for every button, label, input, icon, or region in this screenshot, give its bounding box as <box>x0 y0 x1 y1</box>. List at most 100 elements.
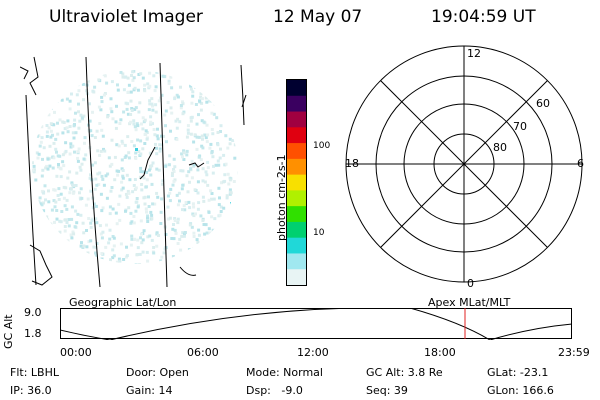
emission-pixel <box>78 74 82 78</box>
emission-pixel <box>171 70 175 71</box>
emission-pixel <box>100 273 103 276</box>
emission-pixel <box>235 250 238 254</box>
emission-pixel <box>201 265 204 268</box>
emission-pixel <box>237 122 238 126</box>
emission-pixel <box>25 203 28 206</box>
emission-pixel <box>125 107 129 111</box>
emission-pixel <box>39 140 43 144</box>
colorbar-band <box>287 269 306 286</box>
emission-pixel <box>75 221 79 225</box>
emission-pixel <box>187 78 191 82</box>
emission-pixel <box>97 61 100 64</box>
emission-pixel <box>200 134 204 138</box>
emission-pixel <box>154 85 158 89</box>
emission-pixel <box>59 269 62 272</box>
emission-pixel <box>100 209 104 213</box>
emission-pixel <box>68 107 72 111</box>
emission-pixel <box>220 259 224 262</box>
emission-pixel <box>45 130 49 134</box>
emission-pixel <box>206 160 210 164</box>
emission-pixel <box>79 187 83 191</box>
emission-pixel <box>80 257 84 261</box>
emission-pixel <box>107 156 111 160</box>
emission-pixel <box>137 282 140 285</box>
time-tick-2359: 23:59 <box>558 346 590 359</box>
emission-pixel <box>104 174 108 178</box>
emission-pixel <box>171 183 175 187</box>
emission-pixel <box>176 242 180 245</box>
emission-pixel <box>177 191 181 195</box>
emission-pixel <box>213 102 217 106</box>
emission-pixel <box>48 230 52 234</box>
emission-pixel <box>62 251 65 255</box>
emission-pixel <box>132 144 136 148</box>
emission-pixel <box>108 205 112 209</box>
emission-pixel <box>199 108 203 112</box>
emission-pixel <box>115 278 118 281</box>
colorbar-band <box>287 111 306 128</box>
emission-pixel <box>134 156 138 160</box>
emission-pixel <box>147 205 151 208</box>
emission-pixel <box>143 58 146 61</box>
emission-pixel <box>47 126 51 130</box>
emission-pixel <box>200 257 204 260</box>
emission-pixel <box>84 203 88 207</box>
emission-pixel <box>120 139 124 143</box>
emission-pixel <box>116 263 120 264</box>
emission-pixel <box>36 134 39 138</box>
emission-pixel <box>65 251 69 255</box>
emission-pixel <box>180 187 184 191</box>
emission-pixel <box>82 244 86 248</box>
emission-pixel <box>180 61 183 64</box>
emission-pixel <box>250 106 253 109</box>
emission-pixel <box>40 136 44 140</box>
emission-pixel <box>214 163 218 167</box>
emission-pixel <box>201 283 204 286</box>
emission-pixel <box>247 57 250 60</box>
emission-pixel <box>146 214 150 218</box>
emission-pixel <box>96 56 99 59</box>
emission-pixel <box>100 257 104 261</box>
emission-pixel <box>187 248 191 251</box>
emission-pixel <box>34 178 38 182</box>
emission-pixel <box>47 113 51 117</box>
emission-pixel <box>124 75 128 79</box>
emission-pixel <box>244 183 247 186</box>
emission-pixel <box>151 104 154 108</box>
emission-pixel <box>211 96 215 100</box>
emission-pixel <box>204 223 208 227</box>
emission-pixel <box>201 146 205 150</box>
emission-pixel <box>172 223 175 226</box>
emission-pixel <box>199 65 202 68</box>
emission-pixel <box>48 164 52 168</box>
emission-pixel <box>73 150 76 154</box>
emission-pixel <box>175 263 179 264</box>
emission-pixel <box>194 103 198 106</box>
emission-pixel <box>84 255 88 259</box>
emission-pixel <box>174 276 177 279</box>
emission-pixel <box>159 222 163 225</box>
emission-pixel <box>232 275 235 278</box>
emission-pixel <box>158 278 161 281</box>
emission-pixel <box>22 184 25 187</box>
emission-pixel <box>82 98 85 102</box>
emission-pixel <box>87 240 91 244</box>
emission-pixel <box>114 211 118 215</box>
emission-pixel <box>52 227 56 231</box>
colorbar-band <box>287 174 306 191</box>
emission-pixel <box>227 88 231 92</box>
emission-pixel <box>186 128 190 132</box>
emission-pixel <box>210 282 213 285</box>
emission-pixel <box>23 115 26 118</box>
emission-pixel <box>44 248 48 252</box>
emission-pixel <box>181 102 185 106</box>
emission-pixel <box>40 189 44 193</box>
emission-pixel <box>215 66 218 69</box>
emission-pixel <box>162 251 166 255</box>
emission-pixel <box>180 60 183 63</box>
emission-pixel <box>115 276 118 279</box>
emission-pixel <box>55 209 59 212</box>
emission-pixel <box>39 93 43 97</box>
emission-pixel <box>221 104 224 108</box>
emission-pixel <box>145 210 148 214</box>
